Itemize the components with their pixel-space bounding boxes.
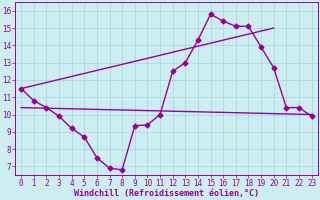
- X-axis label: Windchill (Refroidissement éolien,°C): Windchill (Refroidissement éolien,°C): [74, 189, 259, 198]
